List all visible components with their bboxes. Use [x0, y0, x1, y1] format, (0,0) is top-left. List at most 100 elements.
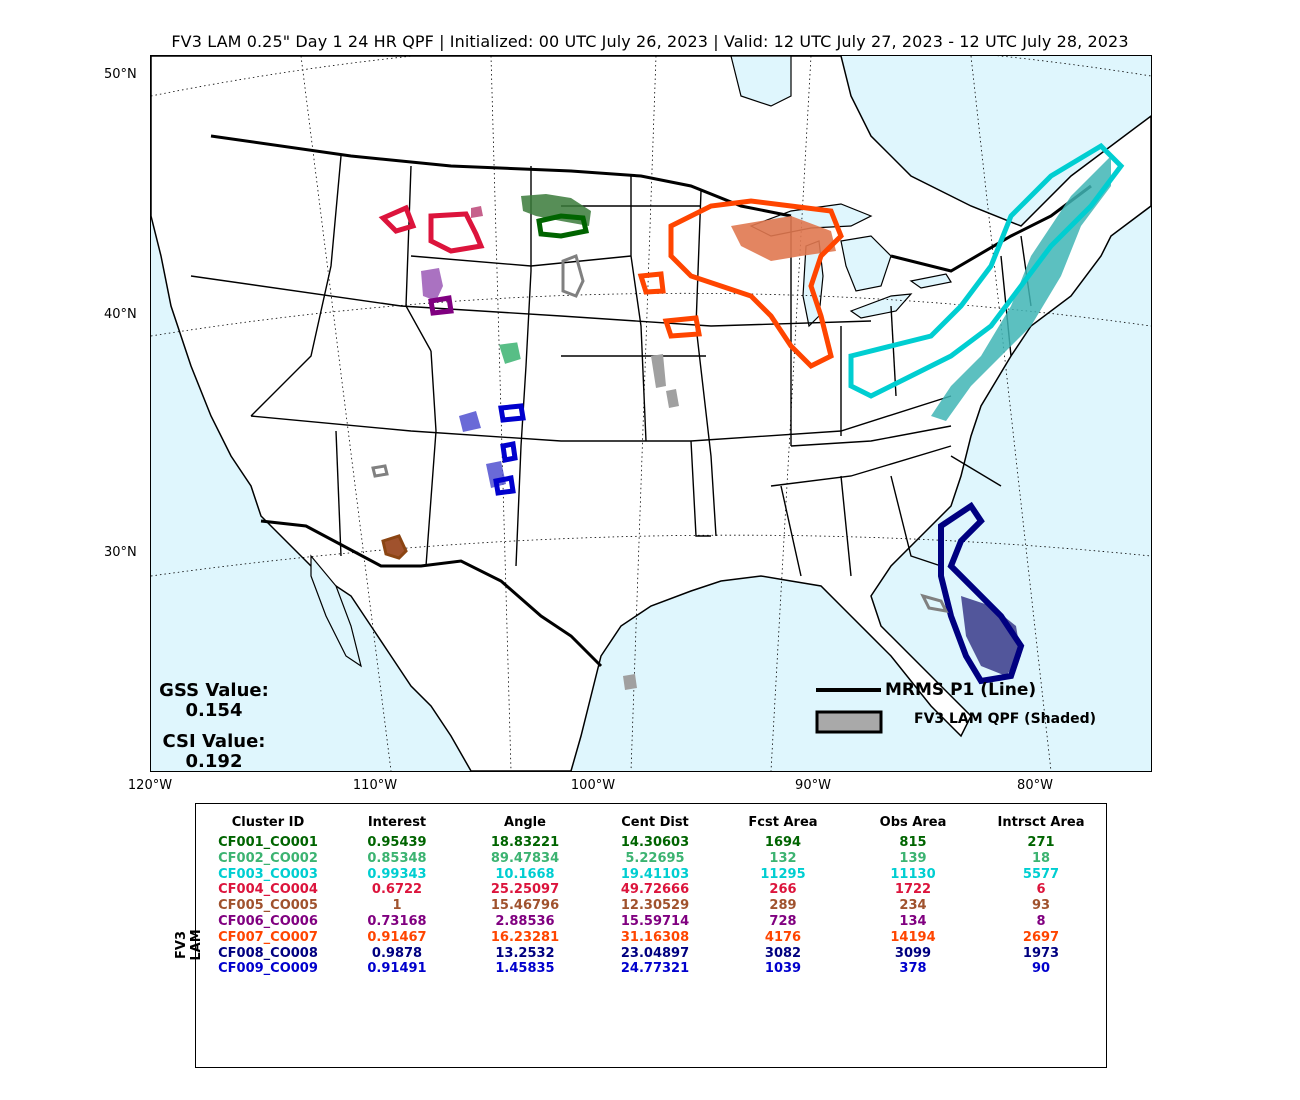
header-angle: Angle: [504, 815, 546, 830]
cell-intrsct-area: 18: [1031, 850, 1051, 866]
cell-fcst-area: 1694: [764, 835, 802, 850]
cell-fcst-area: 289: [769, 898, 797, 914]
cell-obs-area: 378: [899, 961, 927, 977]
cell-intrsct-area: 1973: [1022, 945, 1060, 961]
cell-interest: 0.6722: [371, 882, 423, 898]
cell-obs-area: 234: [899, 898, 927, 914]
cell-cluster-id: CF002_CO002: [218, 850, 318, 866]
cell-cluster-id: CF001_CO001: [218, 835, 318, 850]
cell-fcst-area: 1039: [764, 961, 802, 977]
cell-interest: 0.95439: [367, 835, 427, 850]
cell-interest: 0.9878: [371, 945, 423, 961]
cell-interest: 0.91467: [367, 929, 427, 945]
lake-huron: [840, 235, 892, 292]
cell-cent-dist: 12.30529: [620, 898, 690, 914]
cell-cluster-id: CF004_CO004: [218, 882, 318, 898]
cell-intrsct-area: 8: [1036, 914, 1046, 929]
land-mass: [151, 56, 1151, 771]
cell-fcst-area: 728: [769, 914, 797, 929]
gss-value: 0.154: [185, 700, 243, 721]
cell-fcst-area: 4176: [764, 929, 802, 945]
cluster-cf003: [848, 142, 1125, 421]
header-intrsct-area: Intrsct Area: [997, 815, 1085, 830]
cell-cent-dist: 23.04897: [620, 945, 690, 961]
lon-label-90: 90°W: [795, 778, 831, 793]
cell-obs-area: 3099: [894, 945, 932, 961]
chart-title: FV3 LAM 0.25" Day 1 24 HR QPF | Initiali…: [171, 32, 1129, 51]
graticule: [151, 56, 1151, 771]
legend-shaded-label: FV3 LAM QPF (Shaded): [914, 711, 1097, 727]
cell-obs-area: 14194: [890, 929, 936, 945]
cell-obs-area: 139: [899, 850, 927, 866]
cell-interest: 0.85348: [367, 850, 427, 866]
cluster-cf004: [378, 204, 485, 254]
cell-fcst-area: 11295: [760, 866, 806, 882]
cell-angle: 18.83221: [490, 835, 560, 850]
header-cluster-id: Cluster ID: [231, 815, 305, 830]
cell-obs-area: 815: [899, 835, 927, 850]
cluster-cf007: [637, 198, 844, 370]
table-side-label: FV3 LAM: [174, 929, 204, 961]
cluster-cf005: [381, 534, 408, 560]
cell-cent-dist: 14.30603: [620, 835, 690, 850]
qpf-map: [150, 55, 1152, 772]
stats-table: [195, 803, 1107, 1068]
cell-cluster-id: CF003_CO003: [218, 866, 318, 882]
cell-cluster-id: CF005_CO005: [218, 898, 318, 914]
cell-cluster-id: CF007_CO007: [218, 929, 318, 945]
cell-fcst-area: 132: [769, 850, 797, 866]
lake-ontario: [909, 273, 952, 289]
csi-value: 0.192: [185, 751, 243, 772]
us-mexico-border: [260, 519, 603, 668]
map-canvas: [151, 56, 1151, 771]
lon-label-110: 110°W: [352, 778, 398, 793]
cell-interest: 1: [392, 898, 402, 914]
cell-fcst-area: 3082: [764, 945, 802, 961]
lat-label-30: 30°N: [104, 545, 137, 560]
cell-cent-dist: 19.41103: [620, 866, 690, 882]
cell-intrsct-area: 2697: [1022, 929, 1060, 945]
header-fcst-area: Fcst Area: [748, 815, 818, 830]
lon-label-80: 80°W: [1017, 778, 1053, 793]
cluster-cf006: [421, 268, 454, 316]
header-obs-area: Obs Area: [879, 815, 947, 830]
legend-shaded-swatch: [815, 710, 883, 734]
cell-angle: 25.25097: [490, 882, 560, 898]
cell-angle: 10.1668: [495, 866, 555, 882]
cell-angle: 16.23281: [490, 929, 560, 945]
cell-obs-area: 134: [899, 914, 927, 929]
header-interest: Interest: [367, 815, 427, 830]
cell-fcst-area: 266: [769, 882, 797, 898]
cell-interest: 0.99343: [367, 866, 427, 882]
cluster-cf009: [459, 403, 526, 496]
cluster-cf008: [938, 501, 1025, 685]
cell-angle: 89.47834: [490, 850, 560, 866]
header-cent-dist: Cent Dist: [621, 815, 689, 830]
lat-label-40: 40°N: [104, 307, 137, 322]
gulf-of-california: [310, 554, 362, 668]
legend-line-label: MRMS P1 (Line): [885, 680, 1037, 700]
csi-label: CSI Value:: [162, 731, 266, 752]
cell-obs-area: 1722: [894, 882, 932, 898]
cell-intrsct-area: 5577: [1022, 866, 1060, 882]
cell-angle: 13.2532: [495, 945, 555, 961]
cluster-cf001: [521, 194, 591, 239]
cell-cent-dist: 5.22695: [625, 850, 685, 866]
lon-label-100: 100°W: [570, 778, 616, 793]
cluster-cf002: [499, 342, 521, 364]
cell-cent-dist: 49.72666: [620, 882, 690, 898]
cell-interest: 0.91491: [367, 961, 427, 977]
cell-intrsct-area: 6: [1036, 882, 1046, 898]
cell-cent-dist: 24.77321: [620, 961, 690, 977]
cell-cluster-id: CF006_CO006: [218, 914, 318, 929]
cell-intrsct-area: 93: [1031, 898, 1051, 914]
cell-intrsct-area: 90: [1031, 961, 1051, 977]
lon-label-120: 120°W: [127, 778, 173, 793]
cell-cluster-id: CF008_CO008: [218, 945, 318, 961]
cell-intrsct-area: 271: [1027, 835, 1055, 850]
lat-label-50: 50°N: [104, 67, 137, 82]
hudson-bay: [730, 56, 792, 107]
cell-obs-area: 11130: [890, 866, 936, 882]
cell-interest: 0.73168: [367, 914, 427, 929]
cell-cent-dist: 15.59714: [620, 914, 690, 929]
